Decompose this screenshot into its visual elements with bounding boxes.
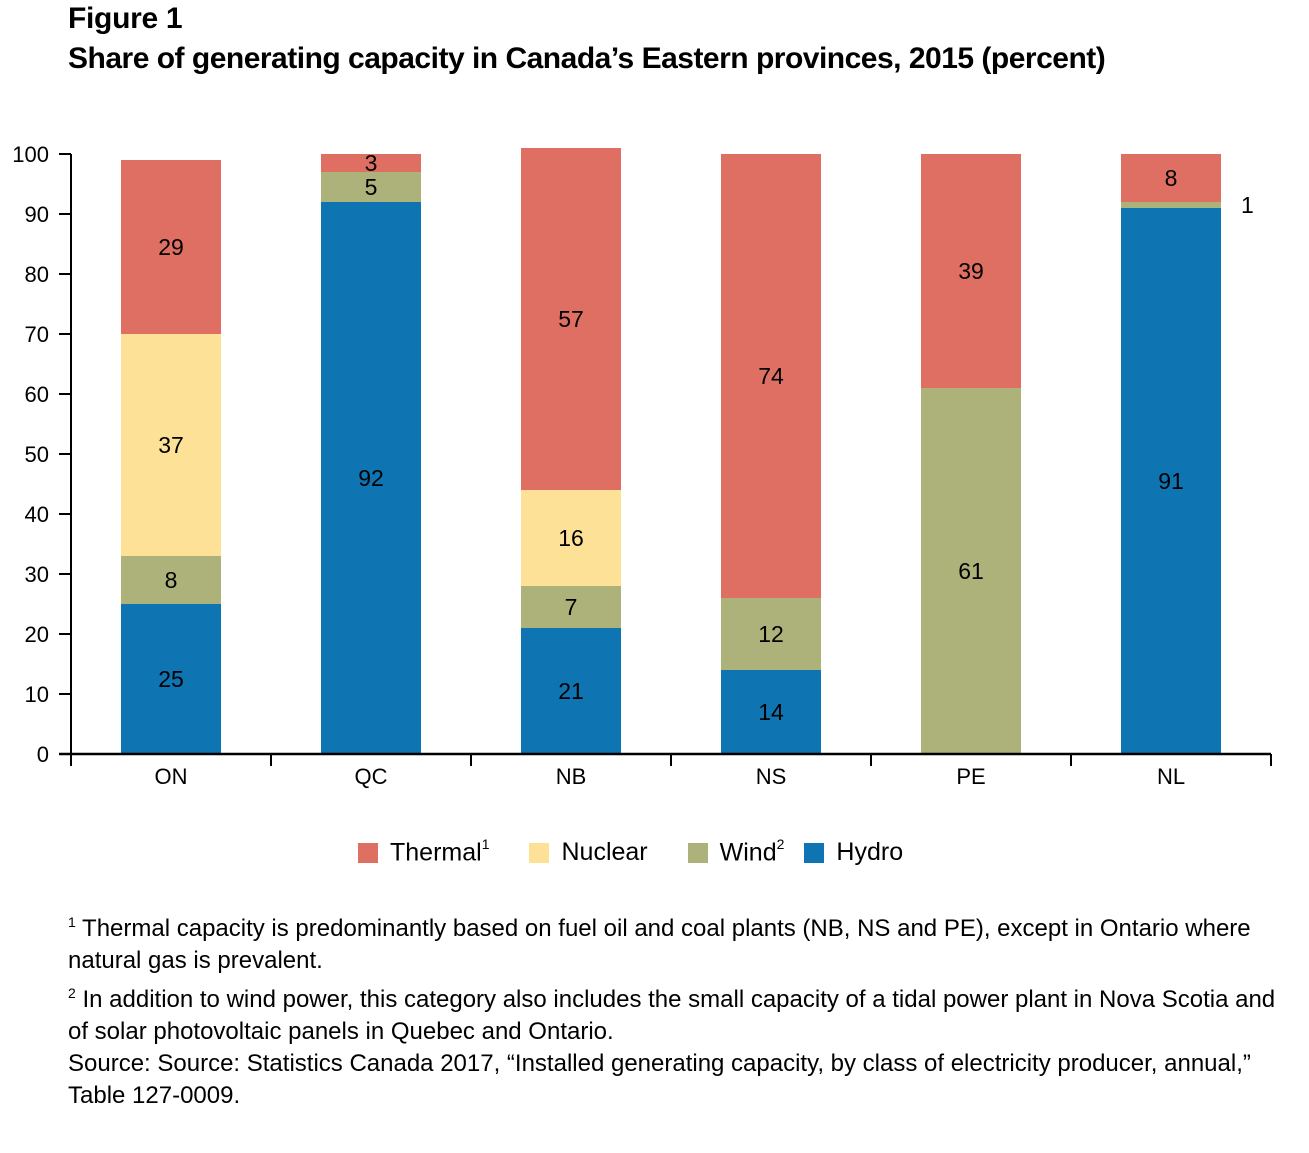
data-label-nl-hydro: 91	[1158, 468, 1184, 494]
bar-nl-wind	[1121, 202, 1221, 208]
y-tick-label-0: 0	[37, 742, 49, 767]
legend-item-wind: Wind2	[687, 836, 785, 867]
data-label-on-nuclear: 37	[158, 432, 184, 458]
bar-on-hydro	[121, 604, 221, 754]
y-tick-label-20: 20	[25, 622, 49, 647]
bar-nl-hydro	[1121, 208, 1221, 754]
bar-pe-thermal	[921, 154, 1021, 388]
bar-ns-hydro	[721, 670, 821, 754]
segment-labels-layer: 25 8 37 29 92 53 21 7 16 57 14 12 74 61 39 91 1 8	[158, 150, 1254, 725]
data-label-ns-wind: 12	[758, 621, 784, 647]
legend-swatch-hydro	[804, 842, 825, 863]
bar-on-nuclear	[121, 334, 221, 556]
bar-qc-hydro	[321, 202, 421, 754]
bar-on-thermal	[121, 160, 221, 334]
data-label-qc-hydro: 92	[358, 465, 384, 491]
footnote-1: 1 Thermal capacity is predominantly base…	[68, 914, 1251, 974]
y-tick-label-80: 80	[25, 262, 49, 287]
bar-nb-nuclear	[521, 490, 621, 586]
axes-layer: 0 10 20 30 40 50 60 70 80 90 100 ON QC NB NS PE NL	[12, 142, 1272, 789]
legend-item-thermal: Thermal1	[358, 836, 490, 867]
bar-nb-hydro	[521, 628, 621, 754]
data-label-on-hydro: 25	[158, 666, 184, 692]
bar-qc-wind	[321, 172, 421, 202]
bar-nb-thermal	[521, 148, 621, 490]
data-label-nb-nuclear: 16	[558, 525, 584, 551]
y-tick-label-100: 100	[12, 142, 49, 167]
stacked-bar-chart: 25 8 37 29 92 53 21 7 16 57 14 12 74 61 39 91 1 8 0 10 20 30…	[12, 142, 1272, 789]
source-note: Source: Source: Statistics Canada 2017, …	[68, 1050, 1251, 1109]
y-tick-label-60: 60	[25, 382, 49, 407]
data-label-nb-hydro: 21	[558, 678, 584, 704]
data-label-pe-wind: 61	[958, 558, 984, 584]
legend-swatch-thermal	[358, 842, 378, 863]
x-tick-label-nl: NL	[1157, 764, 1185, 789]
data-label-nb-thermal: 57	[558, 306, 584, 332]
legend-item-hydro: Hydro	[804, 838, 903, 867]
legend-item-nuclear: Nuclear	[529, 838, 648, 867]
data-label-ns-hydro: 14	[758, 699, 784, 725]
data-label-pe-thermal: 39	[958, 258, 984, 284]
footnotes: 1 Thermal capacity is predominantly base…	[68, 906, 1288, 1112]
y-tick-label-30: 30	[25, 562, 49, 587]
footnote-2: 2 In addition to wind power, this catego…	[68, 985, 1276, 1045]
legend-swatch-nuclear	[529, 842, 550, 863]
data-label-ns-thermal: 74	[758, 363, 784, 389]
legend: Thermal1 Nuclear Wind2 Hydro	[358, 836, 903, 867]
legend-label-nuclear: Nuclear	[561, 838, 648, 867]
x-tick-label-on: ON	[155, 764, 188, 789]
bar-qc-thermal	[321, 154, 421, 172]
x-tick-label-nb: NB	[556, 764, 587, 789]
bar-nl-thermal	[1121, 154, 1221, 202]
y-tick-label-10: 10	[25, 682, 49, 707]
legend-swatch-wind	[687, 842, 708, 863]
data-label-qc-thermal: 3	[365, 150, 378, 176]
data-label-nl-wind: 1	[1241, 192, 1254, 218]
y-tick-label-50: 50	[25, 442, 49, 467]
x-tick-label-ns: NS	[756, 764, 787, 789]
bar-ns-thermal	[721, 154, 821, 598]
legend-label-hydro: Hydro	[836, 838, 904, 867]
data-label-nl-thermal: 8	[1165, 165, 1178, 191]
data-label-on-wind: 8	[165, 567, 178, 593]
y-tick-label-40: 40	[25, 502, 49, 527]
bar-nb-wind	[521, 586, 621, 628]
data-label-on-thermal: 29	[158, 234, 184, 260]
bars-layer	[121, 148, 1221, 754]
figure-label: Figure 1	[68, 2, 183, 35]
legend-label-wind: Wind2	[719, 836, 785, 867]
x-tick-label-pe: PE	[956, 764, 985, 789]
y-tick-label-70: 70	[25, 322, 49, 347]
bar-on-wind	[121, 556, 221, 604]
x-tick-label-qc: QC	[355, 764, 388, 789]
y-tick-label-90: 90	[25, 202, 49, 227]
bar-pe-wind	[921, 388, 1021, 754]
data-label-nb-wind: 7	[565, 594, 578, 620]
legend-label-thermal: Thermal1	[390, 836, 490, 867]
data-label-qc-wind: 5	[365, 174, 378, 200]
chart-title: Share of generating capacity in Canada’s…	[68, 42, 1106, 75]
bar-ns-wind	[721, 598, 821, 670]
